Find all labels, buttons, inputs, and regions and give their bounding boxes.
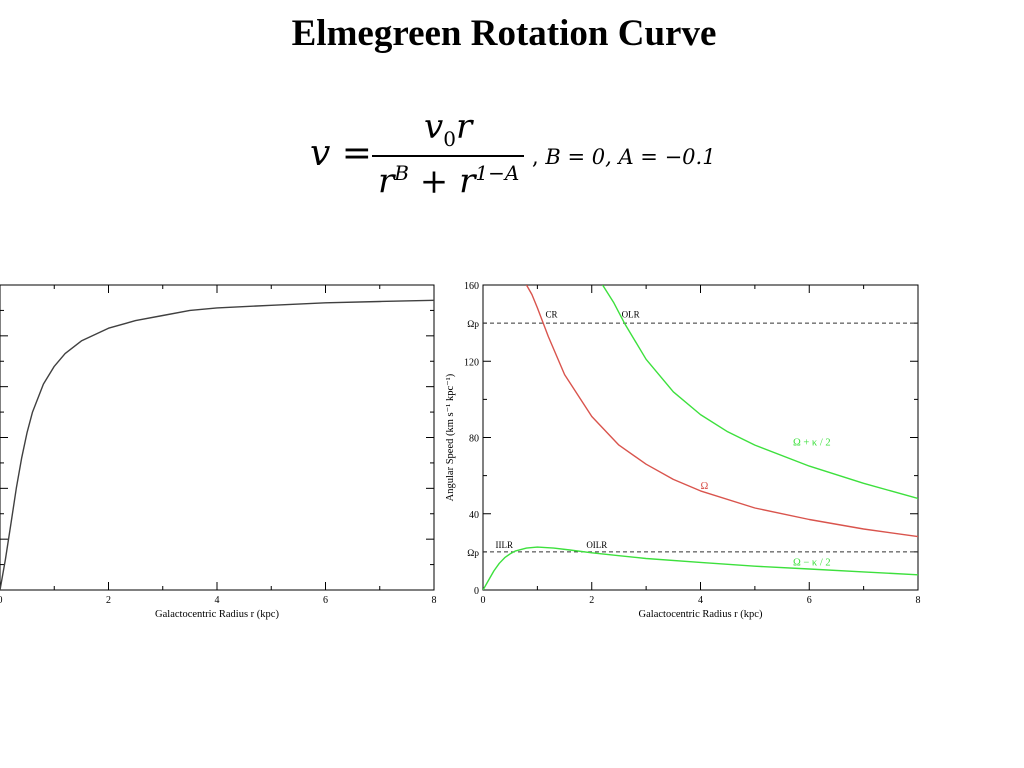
resonance-label: IILR — [496, 540, 513, 550]
formula-params: , B = 0, A = −0.1 — [532, 145, 716, 169]
y-tick-label: 80 — [469, 434, 479, 445]
resonance-label: CR — [546, 309, 558, 319]
formula-denominator: rB + r1−A — [378, 161, 519, 201]
series-line — [483, 546, 918, 590]
x-axis-label: Galactocentric Radius r (kpc) — [155, 609, 279, 620]
formula-den-exp1: B — [394, 161, 409, 185]
formula-num-r: r — [455, 107, 473, 147]
series-label: Ω − κ / 2 — [793, 557, 831, 568]
x-tick-label: 2 — [589, 595, 594, 606]
formula-den-plus: + — [419, 161, 449, 202]
x-tick-label: 6 — [807, 595, 812, 606]
x-tick-label: 8 — [432, 595, 437, 606]
slide-title: Elmegreen Rotation Curve — [291, 13, 717, 54]
formula-num-sub: 0 — [443, 126, 456, 151]
series-line — [602, 285, 918, 500]
y-axis-label: Angular Speed (km s⁻¹ kpc⁻¹) — [445, 373, 456, 501]
formula-fraction-bar — [372, 155, 524, 157]
resonance-label: OILR — [586, 540, 607, 550]
x-tick-label: 6 — [323, 595, 328, 606]
rotation-curve-formula: v = v0r rB + r1−A , B = 0, A = −0.1 — [300, 105, 760, 215]
formula-numerator: v0r — [424, 107, 472, 151]
x-tick-label: 4 — [215, 595, 220, 606]
y-tick-label: 120 — [464, 357, 479, 368]
series-line — [525, 285, 918, 538]
formula-param-values: B = 0, A = −0.1 — [545, 145, 716, 169]
pattern-speed-label: Ωp — [467, 549, 479, 559]
formula-lhs: v = — [310, 133, 372, 174]
x-tick-label: 2 — [106, 595, 111, 606]
x-tick-label: 8 — [916, 595, 921, 606]
y-tick-label: 40 — [469, 510, 479, 521]
series-label: Ω — [701, 481, 709, 492]
series-label: Ω + κ / 2 — [793, 437, 831, 448]
series-line — [0, 299, 434, 590]
pattern-speed-label: Ωp — [467, 320, 479, 330]
y-tick-label: 160 — [464, 281, 479, 292]
chart-0: 0 2 4 6 8 Galactocentric Radius r (kpc) — [0, 284, 437, 620]
formula-num-v: v — [424, 107, 444, 147]
x-tick-label: 0 — [0, 595, 3, 606]
resonance-label: OLR — [622, 309, 640, 319]
x-tick-label: 0 — [481, 595, 486, 606]
formula-comma: , — [532, 145, 539, 169]
x-tick-label: 4 — [698, 595, 703, 606]
plot-frame — [0, 284, 435, 591]
formula-den-exp2: 1−A — [475, 161, 520, 185]
x-axis-label: Galactocentric Radius r (kpc) — [639, 609, 763, 620]
formula-den-r2: r — [459, 161, 476, 202]
formula-den-r1: r — [378, 161, 395, 202]
y-tick-label: 0 — [474, 586, 479, 597]
plot-frame — [482, 284, 919, 591]
